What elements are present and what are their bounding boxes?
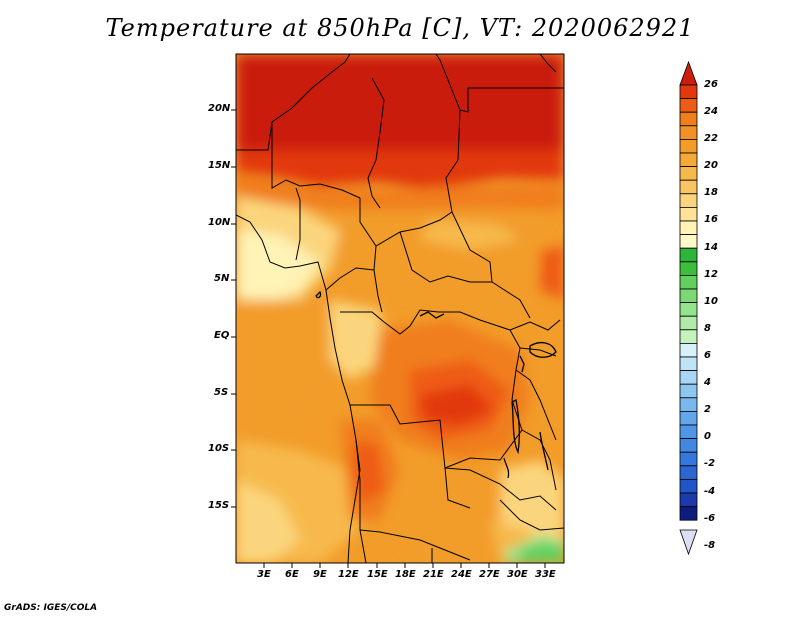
colorbar-segment xyxy=(679,370,698,385)
colorbar-segment xyxy=(679,329,698,344)
colorbar-label: 6 xyxy=(704,350,711,361)
lon-tick-label: 12E xyxy=(338,569,359,580)
colorbar-segment xyxy=(679,342,698,358)
colorbar-label: -8 xyxy=(704,540,716,551)
colorbar-segment xyxy=(679,247,698,263)
lon-tick-label: 21E xyxy=(423,569,444,580)
lat-tick-label: 10S xyxy=(208,443,230,454)
colorbar-label: 18 xyxy=(704,187,718,198)
temperature-field xyxy=(236,54,564,563)
lat-tick-label: 15S xyxy=(208,500,230,511)
colorbar-segment xyxy=(679,274,698,290)
lat-tick-label: 5S xyxy=(214,387,229,398)
colorbar-segment xyxy=(679,111,698,127)
colorbar-segment xyxy=(679,465,698,480)
colorbar-label: 20 xyxy=(704,160,718,171)
colorbar xyxy=(679,60,698,556)
lon-tick-label: 24E xyxy=(451,569,472,580)
axis-ticks xyxy=(231,109,546,568)
colorbar-segment xyxy=(679,152,698,168)
lon-tick-label: 33E xyxy=(535,569,556,580)
colorbar-label: -2 xyxy=(704,458,716,469)
colorbar-segment xyxy=(679,492,698,508)
colorbar-segment xyxy=(679,383,698,399)
colorbar-label: 4 xyxy=(704,377,711,388)
colorbar-arrow-top xyxy=(679,60,698,86)
lon-tick-label: 27E xyxy=(479,569,500,580)
lon-tick-label: 3E xyxy=(257,569,271,580)
colorbar-segment xyxy=(679,410,698,426)
colorbar-segment xyxy=(679,288,698,304)
lon-tick-label: 18E xyxy=(395,569,416,580)
colorbar-arrow-bottom xyxy=(679,529,698,556)
colorbar-label: 12 xyxy=(704,269,718,280)
lat-tick-label: 5N xyxy=(214,273,230,284)
colorbar-label: 14 xyxy=(704,242,718,253)
colorbar-segment xyxy=(679,438,698,453)
country-borders xyxy=(236,54,564,563)
colorbar-segment xyxy=(679,261,698,276)
grads-credit: GrADS: IGES/COLA xyxy=(4,603,98,613)
colorbar-segment xyxy=(679,478,698,494)
lon-tick-label: 30E xyxy=(507,569,528,580)
colorbar-segment xyxy=(679,98,698,113)
lat-tick-label: 15N xyxy=(208,160,231,171)
colorbar-segment xyxy=(679,451,698,467)
colorbar-segment xyxy=(679,179,698,195)
lon-tick-label: 6E xyxy=(285,569,299,580)
lon-tick-label: 9E xyxy=(313,569,327,580)
colorbar-segment xyxy=(679,506,698,521)
colorbar-segment xyxy=(679,138,698,154)
map-frame xyxy=(235,53,565,564)
colorbar-segment xyxy=(679,302,698,317)
colorbar-label: 26 xyxy=(704,79,718,90)
colorbar-label: -6 xyxy=(704,513,716,524)
colorbar-segment xyxy=(679,125,698,140)
colorbar-segment xyxy=(679,356,698,372)
colorbar-label: 10 xyxy=(704,296,718,307)
colorbar-segment xyxy=(679,424,698,440)
colorbar-segment xyxy=(679,84,698,100)
colorbar-label: 22 xyxy=(704,133,718,144)
colorbar-segment xyxy=(679,234,698,249)
colorbar-segment xyxy=(679,166,698,181)
lon-tick-label: 15E xyxy=(367,569,388,580)
lat-tick-label: 20N xyxy=(208,103,231,114)
map-title: Temperature at 850hPa [C], VT: 202006292… xyxy=(105,14,695,42)
lat-tick-label: 10N xyxy=(208,217,231,228)
colorbar-segment xyxy=(679,206,698,222)
colorbar-label: 2 xyxy=(704,404,711,415)
colorbar-label: 24 xyxy=(704,106,718,117)
colorbar-segment xyxy=(679,220,698,236)
lat-tick-label: EQ xyxy=(214,330,230,341)
colorbar-segment xyxy=(679,315,698,331)
lakes xyxy=(315,290,557,479)
colorbar-label: 0 xyxy=(704,431,711,442)
colorbar-label: -4 xyxy=(704,486,716,497)
colorbar-label: 16 xyxy=(704,214,718,225)
colorbar-segment xyxy=(679,397,698,412)
colorbar-segment xyxy=(679,193,698,208)
colorbar-label: 8 xyxy=(704,323,711,334)
